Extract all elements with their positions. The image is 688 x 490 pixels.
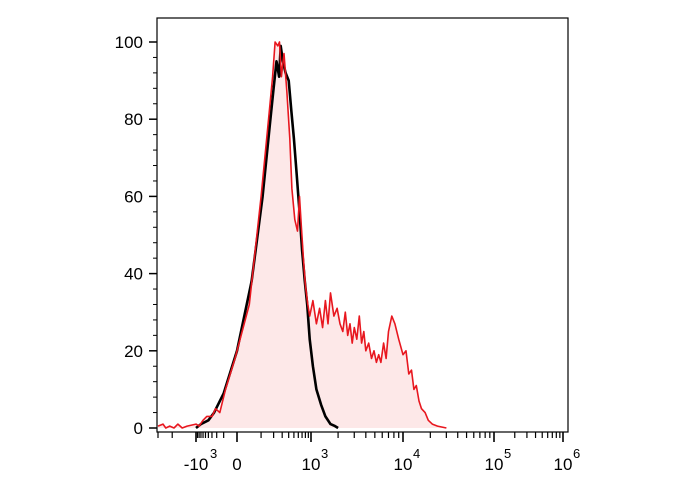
plot-border	[156, 17, 569, 433]
x-tick-label: 0	[232, 455, 241, 474]
x-tick-exponent: 4	[413, 446, 420, 461]
x-tick-exponent: 5	[504, 446, 511, 461]
y-tick-label: 20	[124, 342, 143, 361]
x-tick-exponent: 6	[573, 446, 580, 461]
y-tick-label: 100	[115, 33, 143, 52]
y-tick-label: 0	[134, 419, 143, 438]
series-line-1	[157, 41, 447, 429]
y-tick-label: 80	[124, 110, 143, 129]
x-tick-label: -10	[184, 455, 209, 474]
plot-frame	[156, 17, 569, 433]
y-tick-label: 60	[124, 187, 143, 206]
y-tick-label: 40	[124, 265, 143, 284]
x-tick-exponent: 3	[321, 446, 328, 461]
x-tick-label: 10	[302, 455, 321, 474]
x-tick-exponent: 3	[210, 446, 217, 461]
series-layer	[157, 41, 447, 430]
series-fill-0	[158, 42, 447, 428]
x-tick-label: 10	[485, 455, 504, 474]
x-tick-label: 10	[554, 455, 573, 474]
x-tick-label: 10	[394, 455, 413, 474]
